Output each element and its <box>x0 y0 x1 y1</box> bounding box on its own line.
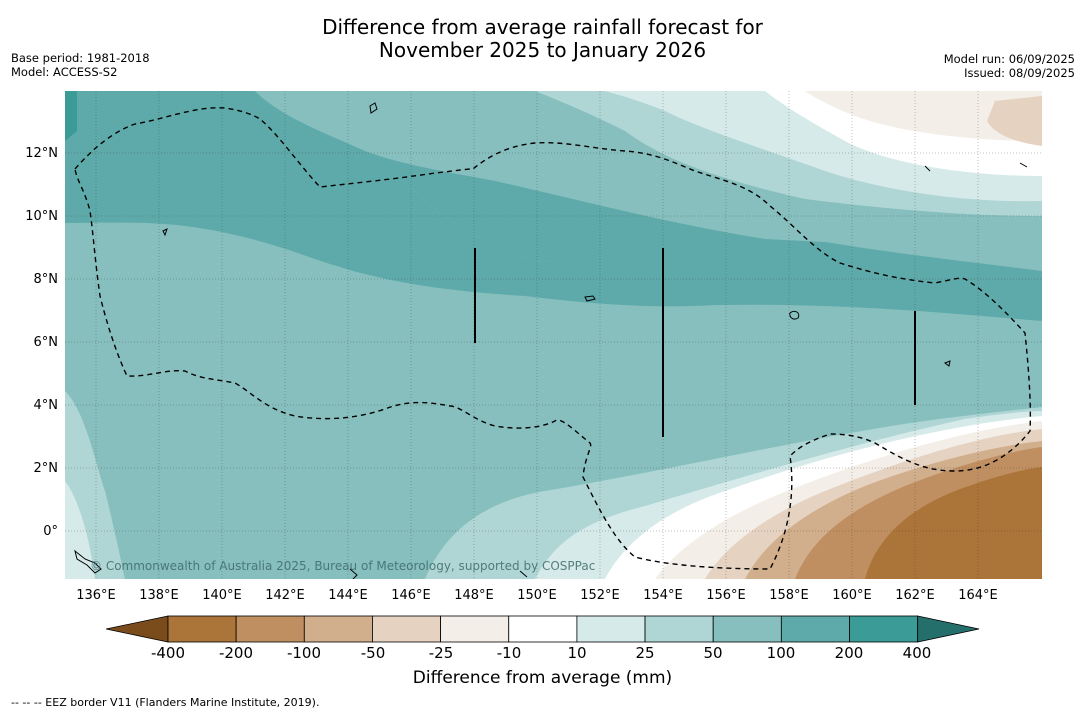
islands <box>74 102 1028 579</box>
lat-label: 2°N <box>33 461 59 476</box>
lon-label: 144°E <box>328 588 368 603</box>
colorbar-label: Difference from average (mm) <box>412 668 673 688</box>
colorbar-tick: 10 <box>567 644 587 662</box>
colorbar-segment <box>576 615 646 643</box>
model-name: Model: ACCESS-S2 <box>11 65 118 79</box>
lon-label: 160°E <box>832 588 872 603</box>
lat-label: 8°N <box>33 272 59 287</box>
lat-label: 12°N <box>25 146 58 161</box>
lon-label: 152°E <box>580 588 620 603</box>
lon-label: 146°E <box>391 588 431 603</box>
lon-label: 154°E <box>643 588 683 603</box>
lon-label: 156°E <box>706 588 746 603</box>
rainfall-map-svg <box>65 91 1042 579</box>
colorbar-segment <box>712 615 782 643</box>
lat-label: 4°N <box>33 398 59 413</box>
colorbar <box>106 615 980 643</box>
eez-legend-note: -- -- -- EEZ border V11 (Flanders Marine… <box>11 696 320 709</box>
band-200-400 <box>65 91 77 141</box>
colorbar-tick: -10 <box>496 644 522 662</box>
colorbar-tick: 400 <box>902 644 932 662</box>
rainfall-map <box>65 91 1042 579</box>
lon-label: 138°E <box>139 588 179 603</box>
band-dry-ne <box>805 91 1042 141</box>
colorbar-segment <box>235 615 305 643</box>
lon-label: 162°E <box>895 588 935 603</box>
colorbar-tick: -400 <box>150 644 186 662</box>
colorbar-tick: 25 <box>635 644 655 662</box>
colorbar-segment <box>440 615 510 643</box>
colorbar-tick: 100 <box>766 644 796 662</box>
colorbar-tick: 50 <box>703 644 723 662</box>
issued-date: Issued: 08/09/2025 <box>964 66 1075 80</box>
colorbar-tick: -50 <box>360 644 386 662</box>
colorbar-arrow-high <box>917 615 980 643</box>
colorbar-tick: 200 <box>834 644 864 662</box>
colorbar-tick: -25 <box>428 644 454 662</box>
lat-label: 10°N <box>25 209 58 224</box>
copyright-notice: © Commonwealth of Australia 2025, Bureau… <box>90 559 596 573</box>
colorbar-segment <box>508 615 578 643</box>
lon-label: 150°E <box>517 588 557 603</box>
colorbar-segment <box>849 615 919 643</box>
lon-label: 148°E <box>454 588 494 603</box>
colorbar-arrow-low <box>106 615 169 643</box>
lat-label: 6°N <box>33 335 59 350</box>
lon-label: 142°E <box>265 588 305 603</box>
eez-border <box>74 107 1032 570</box>
lat-label: 0° <box>43 524 58 539</box>
lon-label: 158°E <box>769 588 809 603</box>
map-title-line1: Difference from average rainfall forecas… <box>322 15 763 39</box>
band-dry200-s <box>865 467 1042 579</box>
lon-label: 164°E <box>958 588 998 603</box>
colorbar-segment <box>644 615 714 643</box>
band-10-25-sw <box>65 481 95 579</box>
colorbar-segment <box>167 615 237 643</box>
lon-label: 140°E <box>202 588 242 603</box>
model-run: Model run: 06/09/2025 <box>943 52 1075 66</box>
colorbar-segment <box>780 615 850 643</box>
colorbar-segment <box>303 615 373 643</box>
colorbar-tick: -100 <box>286 644 322 662</box>
map-title-line2: November 2025 to January 2026 <box>378 38 707 62</box>
colorbar-tick: -200 <box>218 644 254 662</box>
gridlines <box>65 91 1042 579</box>
colorbar-segment <box>372 615 442 643</box>
lon-label: 136°E <box>76 588 116 603</box>
band-drier-ne <box>987 96 1042 146</box>
base-period: Base period: 1981-2018 <box>11 51 150 65</box>
